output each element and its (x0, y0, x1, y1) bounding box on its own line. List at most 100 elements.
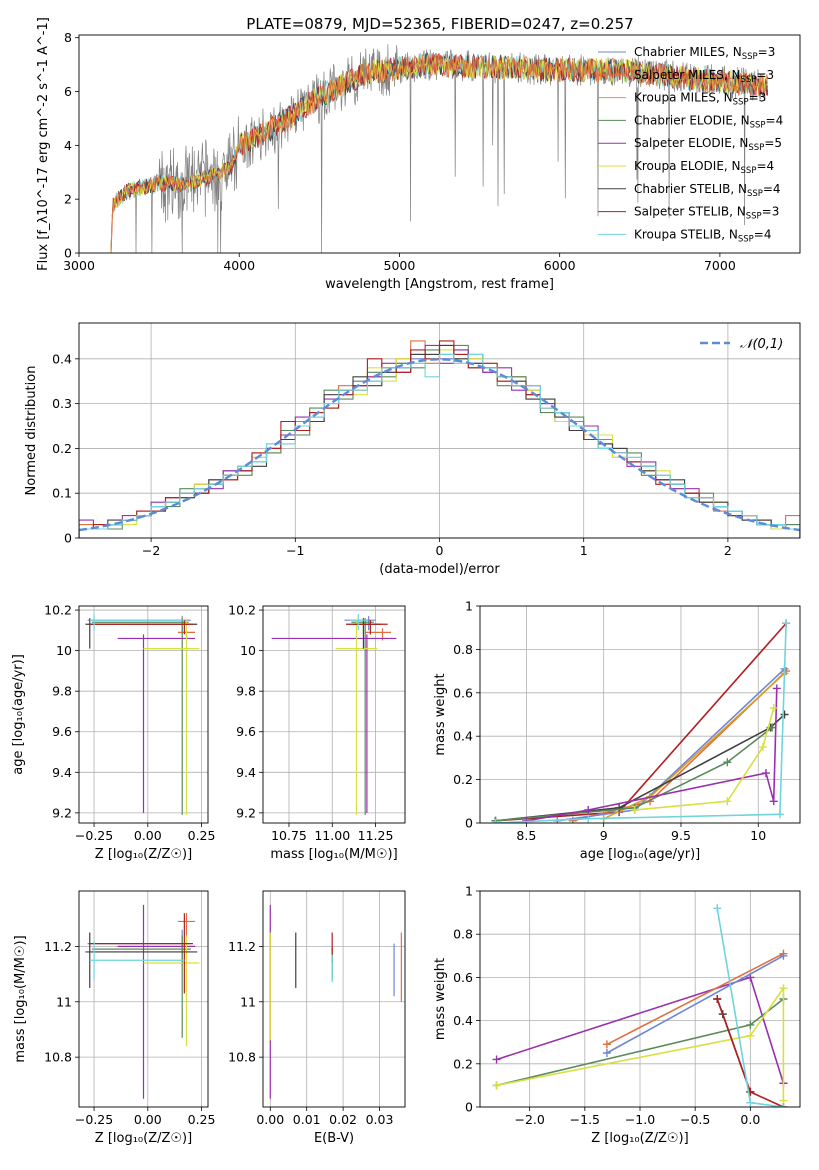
weight-marker (615, 803, 624, 812)
y-tick-label: 8 (64, 30, 72, 45)
x-tick-label: 0.25 (188, 1112, 216, 1127)
y-tick-label: 0.8 (453, 642, 473, 657)
y-axis-label: Normed distribution (24, 366, 39, 496)
plot-area (269, 904, 402, 1099)
x-axis-label: (data-model)/error (379, 562, 500, 577)
legend-label-main: Salpeter ELODIE, N (634, 136, 748, 150)
legend-label: 𝒩(0,1) (740, 337, 783, 352)
axes-frame (78, 890, 209, 1108)
weight-marker (782, 619, 791, 628)
plot-area (85, 904, 200, 1099)
weight-marker (779, 951, 788, 960)
weight-marker (713, 904, 722, 913)
x-tick-label: 3000 (63, 258, 95, 273)
legend-label-sub: SSP (750, 120, 766, 130)
y-tick-label: 9.2 (236, 805, 256, 820)
x-tick-label: 2 (724, 543, 732, 558)
legend-label-sub: SSP (741, 75, 757, 85)
legend-label-tail: =5 (764, 136, 782, 150)
legend-label-sub: SSP (733, 98, 749, 108)
y-tick-label: 0 (465, 1100, 473, 1115)
x-tick-label: −2.0 (514, 1112, 544, 1127)
residual-legend: 𝒩(0,1) (700, 337, 783, 352)
y-tick-label: 10.8 (44, 1050, 72, 1065)
weight-marker (758, 743, 767, 752)
plot-area (85, 614, 200, 815)
legend-label-tail: =4 (766, 113, 784, 127)
plot-area (492, 904, 788, 1107)
y-tick-label: 10.2 (44, 603, 72, 618)
y-axis-label: mass [log₁₀(M/M☉)] (13, 935, 28, 1062)
weight-marker (602, 1040, 611, 1049)
y-tick-label: 0.4 (453, 729, 473, 744)
x-tick-label: 0 (436, 543, 444, 558)
y-tick-label: 11.2 (44, 939, 72, 954)
panel-weight_vs_age: 8.5 9 9.5 10 0 0.2 0.4 0.6 0.8 1 age [log₁₀(age/yr… (433, 599, 801, 862)
plot-area (491, 619, 791, 823)
legend-label-sub: SSP (738, 234, 754, 244)
x-tick-label: 11.00 (314, 828, 350, 843)
weight-marker (630, 805, 639, 814)
weight-marker (779, 1103, 788, 1107)
plot-area (110, 44, 769, 253)
x-tick-label: −1 (286, 543, 304, 558)
weight-marker (602, 1049, 611, 1057)
y-axis-label: age [log₁₀(age/yr)] (11, 654, 26, 775)
y-tick-label: 0.4 (453, 1013, 473, 1028)
x-axis-label: Z [log₁₀(Z/Z☉)] (591, 1131, 688, 1146)
legend-label: Kroupa ELODIE, NSSP=4 (634, 159, 774, 176)
y-tick-label: 10.2 (228, 603, 256, 618)
x-tick-label: 7000 (704, 258, 736, 273)
x-axis-label: Z [log₁₀(Z/Z☉)] (95, 1131, 192, 1146)
y-axis-label: mass weight (433, 958, 448, 1040)
normal-curve (79, 358, 800, 532)
legend-label-sub: SSP (746, 212, 762, 222)
legend-label-sub: SSP (748, 143, 764, 153)
y-tick-label: 0.6 (453, 685, 473, 700)
y-tick-label: 9.8 (236, 684, 256, 699)
y-tick-label: 4 (64, 138, 72, 153)
x-tick-label: 0.00 (134, 828, 162, 843)
y-tick-label: 1 (465, 599, 473, 614)
x-tick-label: −1.0 (625, 1112, 655, 1127)
weight-marker (746, 1020, 755, 1029)
legend-label-sub: SSP (742, 52, 758, 62)
weight-line (606, 955, 784, 1054)
y-tick-label: 0.6 (453, 970, 473, 985)
legend-label-tail: =3 (749, 91, 767, 105)
weight-marker (780, 710, 789, 719)
panel-age_vs_mass: 10.75 11.00 11.25 9.2 9.4 9.6 9.8 10 10.2 mass [l… (228, 603, 406, 862)
panel-residuals: −2 −1 0 1 2 0 0.1 0.2 0.3 0.4 (data-model)/error No… (24, 322, 801, 577)
weight-marker (761, 769, 770, 778)
figure-title: PLATE=0879, MJD=52365, FIBERID=0247, z=0… (246, 15, 633, 33)
legend-label-main: Chabrier ELODIE, N (634, 113, 750, 127)
weight-line (495, 623, 787, 823)
plot-area (271, 614, 397, 815)
panel-spectrum: 3000 4000 5000 6000 7000 0 2 4 6 8 wavelength [Ang… (36, 17, 801, 292)
x-tick-label: 0.0 (740, 1112, 760, 1127)
y-tick-label: 0.4 (52, 351, 72, 366)
y-tick-label: 9.2 (52, 805, 72, 820)
legend-label-tail: =4 (763, 182, 781, 196)
y-tick-label: 2 (64, 192, 72, 207)
axes-frame (262, 605, 406, 824)
x-tick-label: 0.00 (256, 1112, 284, 1127)
panels: 3000 4000 5000 6000 7000 0 2 4 6 8 wavelength [Ang… (11, 17, 801, 1146)
x-tick-label: 10 (750, 828, 766, 843)
y-tick-label: 10 (56, 643, 72, 658)
panel-mass_vs_ebv: 0.00 0.01 0.02 0.03 10.8 11 11.2 E(B-V) (228, 890, 406, 1146)
histogram-series (79, 353, 800, 538)
legend-label-main: Chabrier STELIB, N (634, 182, 747, 196)
weight-line (496, 985, 785, 1101)
y-tick-label: 0.2 (453, 772, 473, 787)
legend-label-tail: =3 (756, 68, 774, 82)
weight-marker (779, 984, 788, 993)
x-tick-label: 1 (580, 543, 588, 558)
y-tick-label: 0.2 (453, 1056, 473, 1071)
legend-label: Salpeter ELODIE, NSSP=5 (634, 136, 782, 153)
x-tick-label: 10.75 (271, 828, 307, 843)
y-tick-label: 9.4 (236, 765, 256, 780)
weight-line (634, 707, 775, 811)
x-axis-label: Z [log₁₀(Z/Z☉)] (95, 847, 192, 862)
weight-marker (492, 1055, 501, 1064)
